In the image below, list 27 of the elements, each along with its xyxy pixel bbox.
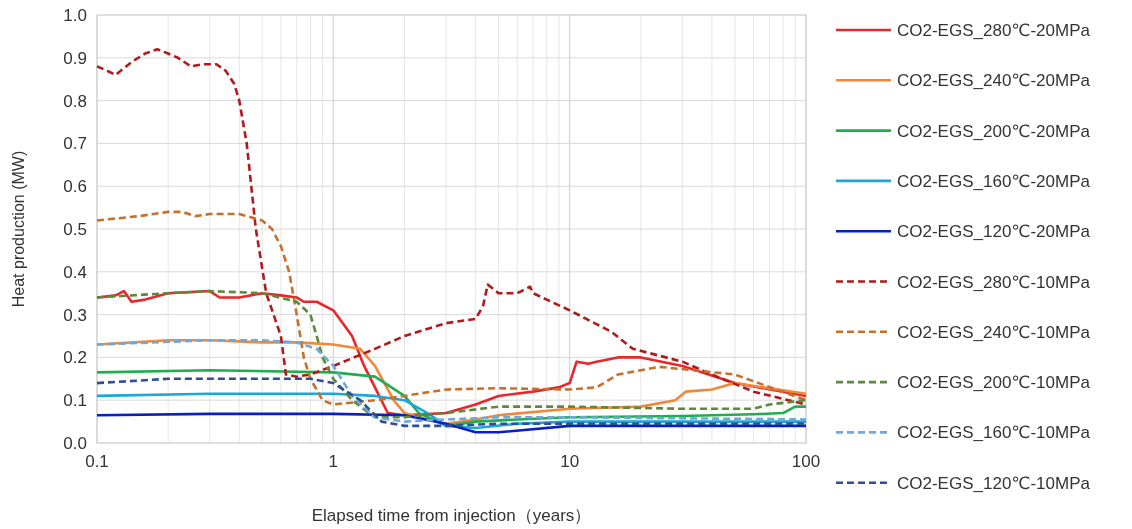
legend-label: CO2-EGS_120℃-10MPa [897,473,1091,493]
legend-label: CO2-EGS_200℃-20MPa [897,121,1091,141]
x-axis-title: Elapsed time from injection（years） [311,506,592,525]
legend-label: CO2-EGS_240℃-20MPa [897,71,1091,91]
y-tick-label: 0.9 [63,48,87,68]
legend-label: CO2-EGS_280℃-20MPa [897,21,1091,40]
x-tick-label: 1 [328,452,339,471]
x-tick-label: 0.1 [85,452,109,471]
y-tick-label: 0.6 [63,177,87,197]
x-tick-label: 100 [791,452,821,471]
legend-label: CO2-EGS_200℃-10MPa [897,373,1091,393]
legend-label: CO2-EGS_240℃-10MPa [897,322,1091,342]
y-axis-title: Heat production (MW) [10,150,27,308]
y-tick-label: 1.0 [63,6,87,25]
legend-label: CO2-EGS_160℃-10MPa [897,423,1091,443]
y-tick-label: 0.1 [63,391,87,411]
y-tick-label: 0.4 [63,262,87,282]
y-tick-label: 0.5 [63,220,87,239]
y-tick-label: 0.2 [63,348,87,368]
y-tick-label: 0.8 [63,91,87,111]
x-tick-label: 10 [560,452,580,471]
y-tick-label: 0.0 [63,434,87,453]
y-tick-label: 0.7 [63,134,87,154]
y-tick-label: 0.3 [63,305,87,325]
legend-label: CO2-EGS_120℃-20MPa [897,222,1091,242]
legend-label: CO2-EGS_160℃-20MPa [897,171,1091,191]
legend-label: CO2-EGS_280℃-10MPa [897,272,1091,292]
